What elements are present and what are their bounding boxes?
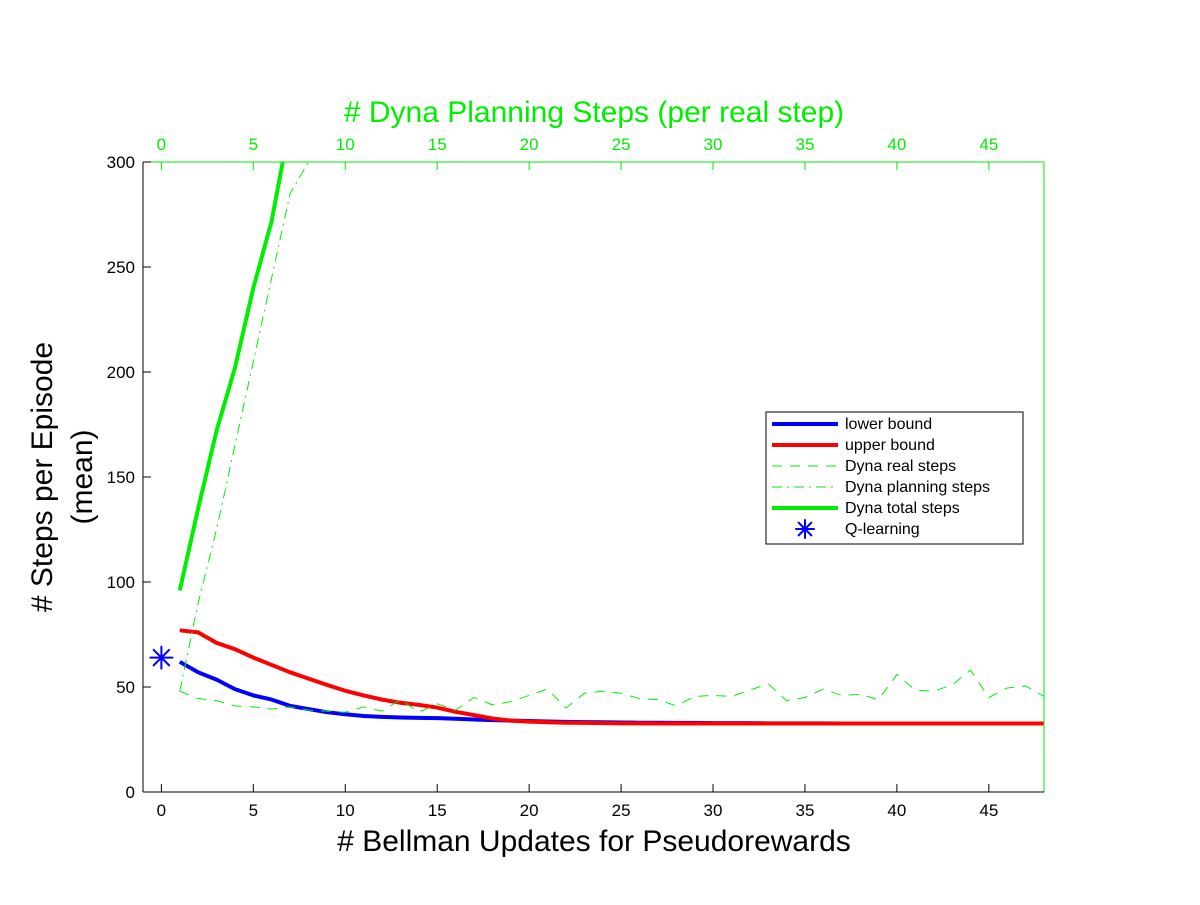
x-tick-label: 35 [795, 801, 814, 820]
legend-item: lower bound [772, 416, 932, 433]
legend-items: lower bound upper bound Dyna real steps Dyn… [772, 416, 990, 539]
top-x-tick-label: 15 [428, 135, 447, 154]
y-tick-label: 50 [116, 678, 135, 697]
y-tick-label: 300 [107, 153, 135, 172]
legend-item: Dyna real steps [772, 458, 956, 475]
legend-item: upper bound [772, 437, 935, 454]
x-tick-label: 30 [704, 801, 723, 820]
x-tick-label: 20 [520, 801, 539, 820]
x-tick-label: 15 [428, 801, 447, 820]
top-x-tick-label: 5 [249, 135, 258, 154]
y-tick-label: 100 [107, 573, 135, 592]
y-tick-label: 150 [107, 468, 135, 487]
series-dyna-total-steps [177, 162, 285, 591]
legend-label: Dyna total steps [845, 500, 960, 517]
x-tick-label: 40 [887, 801, 906, 820]
data-point [149, 645, 174, 670]
ticks-layer: 0 5 10 15 20 25 30 35 40 45 0 50 100 150 200 250 300 0 5 10… [107, 135, 999, 820]
x-tick-label: 10 [336, 801, 355, 820]
top-x-tick-label: 25 [612, 135, 631, 154]
y-tick-label: 0 [126, 783, 135, 802]
legend: lower bound upper bound Dyna real steps Dyn… [765, 411, 1024, 545]
legend-box [765, 411, 1024, 545]
legend-item: Dyna planning steps [772, 479, 990, 496]
y-axis-label-line-2: (mean) [66, 429, 99, 524]
top-axis-label: # Dyna Planning Steps (per real step) [344, 96, 844, 129]
legend-label: Q-learning [845, 521, 920, 538]
series-layer [149, 162, 1044, 726]
y-tick-label: 250 [107, 258, 135, 277]
series-q-learning [149, 645, 174, 670]
top-x-tick-label: 40 [887, 135, 906, 154]
legend-label: Dyna real steps [845, 458, 956, 475]
y-axis-label: # Steps per Episode (mean) [26, 342, 99, 612]
legend-label: lower bound [845, 416, 932, 433]
top-x-tick-label: 30 [704, 135, 723, 154]
y-axis-label-line-1: # Steps per Episode [26, 342, 59, 612]
y-tick-label: 200 [107, 363, 135, 382]
top-x-tick-label: 10 [336, 135, 355, 154]
top-x-tick-label: 0 [157, 135, 166, 154]
legend-label: upper bound [845, 437, 935, 454]
legend-swatch [795, 519, 815, 539]
x-axis-label: # Bellman Updates for Pseudorewards [337, 825, 851, 858]
x-tick-label: 25 [612, 801, 631, 820]
series-dyna-planning-steps [179, 162, 309, 692]
series-dyna-real-steps [179, 669, 1044, 713]
top-x-tick-label: 20 [520, 135, 539, 154]
x-tick-label: 5 [249, 801, 258, 820]
x-tick-label: 45 [979, 801, 998, 820]
top-x-tick-label: 35 [795, 135, 814, 154]
x-tick-label: 0 [157, 801, 166, 820]
legend-item: Dyna total steps [772, 500, 960, 517]
series-upper-bound [179, 628, 1044, 726]
top-x-tick-label: 45 [979, 135, 998, 154]
legend-item: Q-learning [795, 519, 920, 539]
legend-label: Dyna planning steps [845, 479, 990, 496]
